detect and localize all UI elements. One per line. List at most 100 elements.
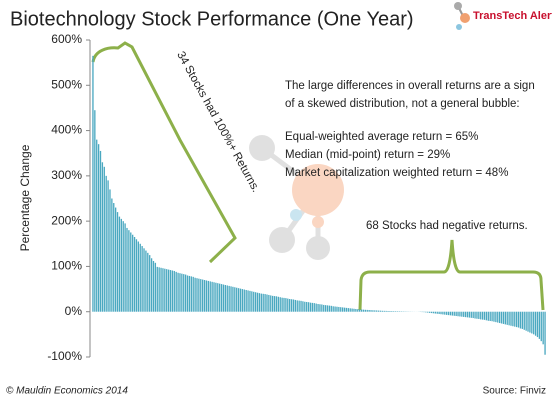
bar [266,294,268,312]
bar [247,290,249,312]
bar [470,311,472,318]
bar [506,311,508,325]
bar [504,311,506,325]
bar [137,241,140,312]
logo: TransTech Alert [473,10,552,22]
bar [498,311,501,324]
bar [385,310,387,312]
bar [345,307,348,312]
bar [190,276,192,312]
bar [446,311,448,315]
y-tick-label: 100% [51,259,82,273]
bar [429,311,431,313]
bar [487,311,489,321]
bar [328,305,331,312]
bar [160,267,162,312]
bar [468,311,471,318]
bar [264,294,266,312]
bar [186,275,189,312]
bar [215,282,217,312]
molecule-decoration [249,135,344,260]
bar [485,311,488,321]
bar [374,310,376,312]
bar [300,300,302,312]
y-tick-label: 300% [51,168,82,182]
y-tick-label: 400% [51,123,82,137]
bar [516,311,518,328]
bar [334,306,336,312]
bar [258,293,261,312]
bar [362,309,365,312]
bar [289,299,291,312]
bar [370,310,372,312]
bar [447,311,450,316]
bar [236,287,238,312]
bar [166,269,168,312]
bar [313,303,315,312]
bar [360,309,363,312]
bar [249,290,251,312]
bar [253,291,255,312]
bar [105,175,107,312]
bar [111,198,113,312]
bar [107,180,109,312]
bar [192,276,194,312]
bar [355,308,357,312]
bar [279,297,281,312]
bar [389,311,391,312]
bar [372,310,374,312]
bar [228,285,230,312]
bar [332,306,334,312]
bar [273,296,276,312]
bar [353,308,355,312]
bar [103,166,105,312]
annotation: The large differences in overall returns… [285,80,535,92]
bar [529,311,531,333]
bar [118,216,121,312]
bar [533,311,535,335]
bar [357,309,359,312]
annotation: Median (mid-point) return = 29% [285,149,450,161]
bar [277,296,279,312]
bar [179,273,181,312]
bar [459,311,461,317]
bar [270,295,272,312]
bar [162,268,164,312]
bar [307,302,310,312]
bar [326,305,329,312]
bar [534,311,537,336]
bar [432,311,435,314]
bar [442,311,444,315]
bar [489,311,491,321]
bar [116,212,119,312]
bar [476,311,478,319]
bar [132,234,134,312]
bar [294,299,297,312]
bar [196,278,198,312]
bar [491,311,493,322]
bar [285,298,287,312]
bar [92,55,94,312]
bar [158,267,160,312]
bar [434,311,436,314]
bar [309,302,312,312]
bar [464,311,467,318]
bar [251,291,253,312]
bar [519,311,522,329]
logo-icon [454,2,470,30]
bar [359,309,361,312]
bar [149,255,151,312]
bar [171,270,174,312]
bar [220,284,223,312]
bar [444,311,446,315]
bar [481,311,484,320]
bar [99,150,102,312]
bar [287,298,289,312]
chart-title: Biotechnology Stock Performance (One Yea… [10,8,414,30]
bar [141,246,143,312]
bar [457,311,459,317]
bar [200,279,202,312]
bar [364,309,367,312]
bar [211,281,213,312]
